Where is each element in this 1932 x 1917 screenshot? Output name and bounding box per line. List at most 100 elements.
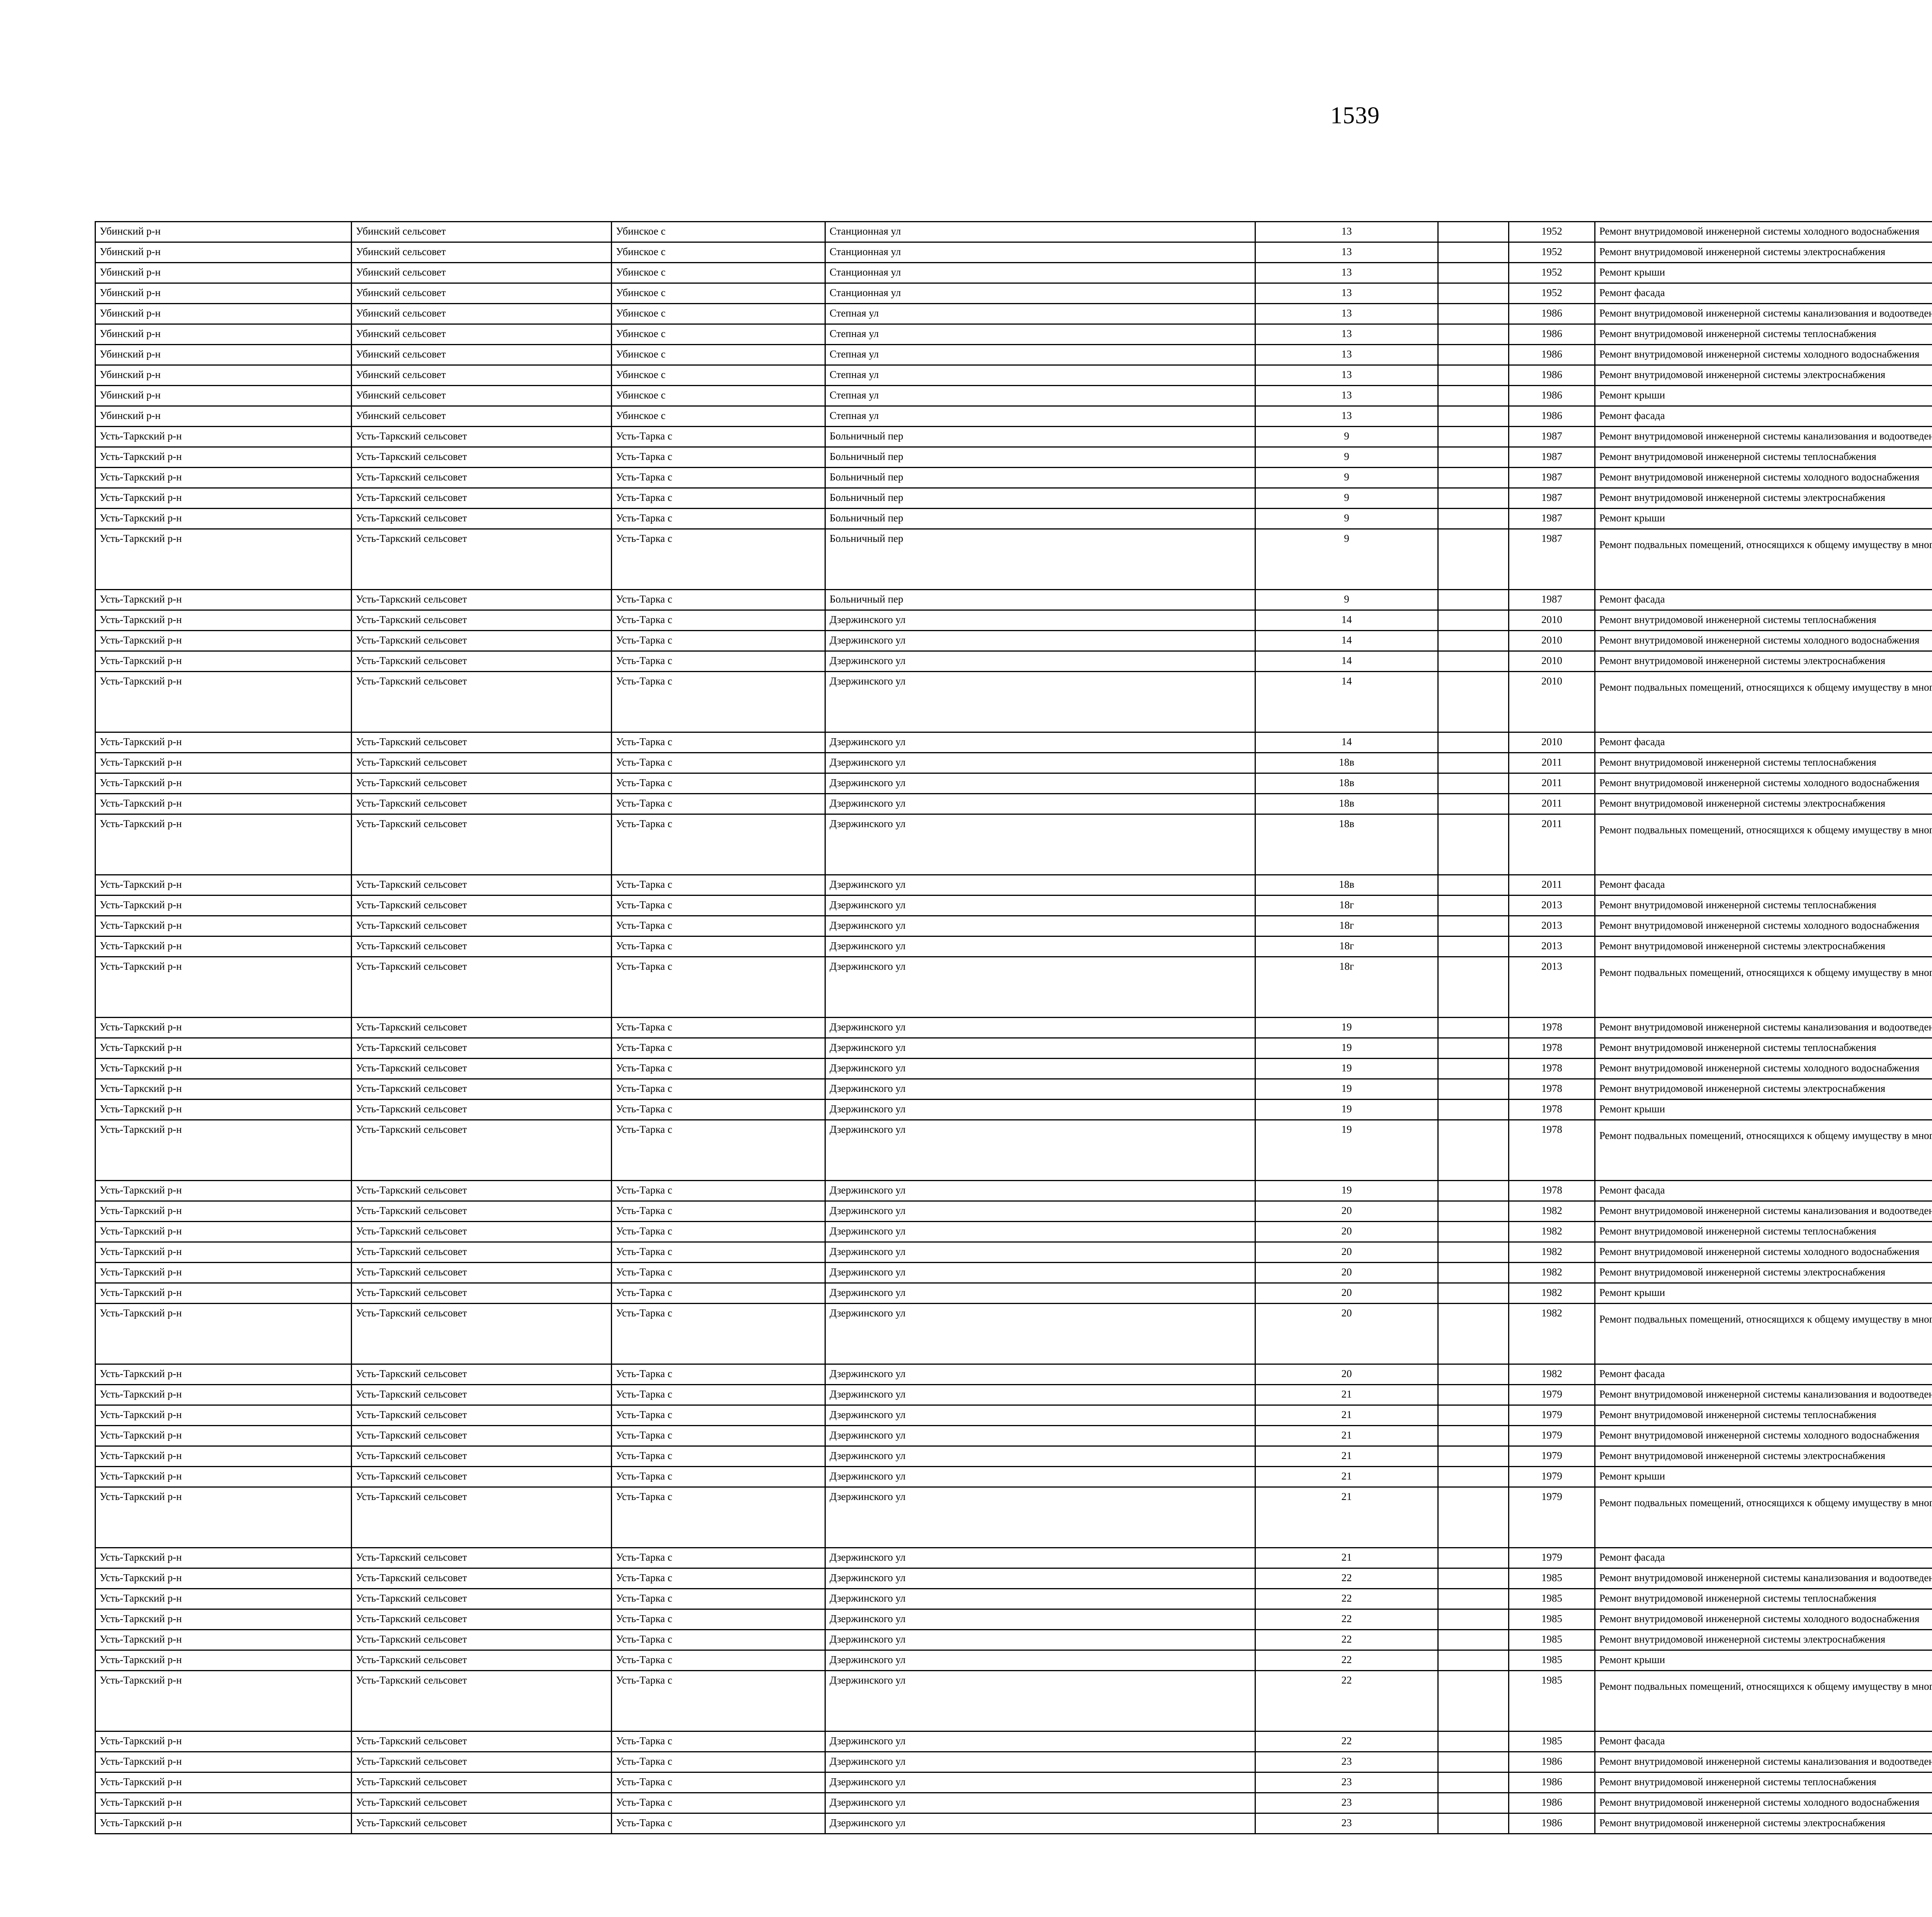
cell-street: Дзержинского ул: [825, 1772, 1256, 1793]
cell-house-number: 9: [1255, 426, 1439, 448]
cell-build-year: 1985: [1508, 1650, 1595, 1671]
table-row: Усть-Таркский р-н Усть-Таркский сельсовет…: [95, 1241, 1932, 1263]
cell-locality: Усть-Тарка с: [611, 936, 826, 957]
cell-street: Дзержинского ул: [825, 1486, 1256, 1548]
cell-blank: [1437, 1303, 1509, 1365]
cell-work-type: Ремонт фасада: [1594, 1731, 1932, 1752]
table-row: Убинский р-н Убинский сельсовет Убинское с…: [95, 344, 1932, 366]
cell-street: Дзержинского ул: [825, 1099, 1256, 1120]
cell-district: Усть-Таркский р-н: [95, 1364, 352, 1385]
cell-work-type: Ремонт крыши: [1594, 1282, 1932, 1304]
cell-street: Дзержинского ул: [825, 1282, 1256, 1304]
cell-settlement-council: Усть-Таркский сельсовет: [351, 1282, 612, 1304]
cell-work-type: Ремонт подвальных помещений, относящихся…: [1594, 956, 1932, 1018]
cell-settlement-council: Усть-Таркский сельсовет: [351, 1751, 612, 1773]
cell-settlement-council: Усть-Таркский сельсовет: [351, 1445, 612, 1467]
table-row: Убинский р-н Убинский сельсовет Убинское с…: [95, 303, 1932, 325]
cell-district: Усть-Таркский р-н: [95, 671, 352, 733]
cell-locality: Усть-Тарка с: [611, 1751, 826, 1773]
cell-street: Степная ул: [825, 405, 1256, 427]
cell-blank: [1437, 1445, 1509, 1467]
cell-house-number: 19: [1255, 1017, 1439, 1039]
cell-locality: Усть-Тарка с: [611, 528, 826, 590]
cell-locality: Убинское с: [611, 262, 826, 284]
cell-settlement-council: Усть-Таркский сельсовет: [351, 895, 612, 916]
cell-settlement-council: Усть-Таркский сельсовет: [351, 1119, 612, 1181]
cell-locality: Усть-Тарка с: [611, 1425, 826, 1447]
cell-build-year: 1978: [1508, 1078, 1595, 1100]
cell-house-number: 19: [1255, 1037, 1439, 1059]
cell-house-number: 22: [1255, 1670, 1439, 1732]
cell-blank: [1437, 1588, 1509, 1610]
cell-house-number: 9: [1255, 589, 1439, 611]
cell-blank: [1437, 1078, 1509, 1100]
table-row: Усть-Таркский р-н Усть-Таркский сельсовет…: [95, 1588, 1932, 1610]
cell-district: Усть-Таркский р-н: [95, 1262, 352, 1284]
cell-blank: [1437, 936, 1509, 957]
cell-street: Дзержинского ул: [825, 1058, 1256, 1079]
cell-district: Усть-Таркский р-н: [95, 1670, 352, 1732]
cell-house-number: 18г: [1255, 936, 1439, 957]
cell-house-number: 23: [1255, 1813, 1439, 1834]
cell-blank: [1437, 732, 1509, 753]
cell-blank: [1437, 814, 1509, 875]
cell-build-year: 1982: [1508, 1221, 1595, 1243]
cell-house-number: 9: [1255, 446, 1439, 468]
cell-house-number: 22: [1255, 1629, 1439, 1651]
cell-build-year: 2013: [1508, 956, 1595, 1018]
cell-build-year: 1985: [1508, 1609, 1595, 1630]
cell-build-year: 1985: [1508, 1629, 1595, 1651]
cell-district: Усть-Таркский р-н: [95, 1650, 352, 1671]
cell-locality: Усть-Тарка с: [611, 630, 826, 652]
cell-house-number: 22: [1255, 1588, 1439, 1610]
cell-district: Усть-Таркский р-н: [95, 1037, 352, 1059]
cell-district: Усть-Таркский р-н: [95, 1200, 352, 1222]
cell-blank: [1437, 1650, 1509, 1671]
cell-locality: Усть-Тарка с: [611, 752, 826, 774]
cell-work-type: Ремонт фасада: [1594, 283, 1932, 304]
cell-build-year: 1982: [1508, 1303, 1595, 1365]
cell-work-type: Ремонт внутридомовой инженерной системы …: [1594, 1058, 1932, 1079]
cell-work-type: Ремонт фасада: [1594, 874, 1932, 896]
registry-table-wrapper: Убинский р-н Убинский сельсовет Убинское с…: [95, 221, 1932, 1834]
cell-district: Убинский р-н: [95, 262, 352, 284]
cell-settlement-council: Усть-Таркский сельсовет: [351, 956, 612, 1018]
cell-work-type: Ремонт внутридомовой инженерной системы …: [1594, 446, 1932, 468]
cell-locality: Усть-Тарка с: [611, 1405, 826, 1426]
cell-district: Усть-Таркский р-н: [95, 650, 352, 672]
table-row: Убинский р-н Убинский сельсовет Убинское с…: [95, 221, 1932, 243]
cell-settlement-council: Усть-Таркский сельсовет: [351, 915, 612, 937]
table-row: Усть-Таркский р-н Усть-Таркский сельсовет…: [95, 1751, 1932, 1773]
table-row: Усть-Таркский р-н Усть-Таркский сельсовет…: [95, 528, 1932, 590]
cell-build-year: 2010: [1508, 609, 1595, 631]
cell-build-year: 2011: [1508, 793, 1595, 815]
cell-locality: Усть-Тарка с: [611, 793, 826, 815]
cell-work-type: Ремонт подвальных помещений, относящихся…: [1594, 528, 1932, 590]
cell-locality: Усть-Тарка с: [611, 1200, 826, 1222]
cell-district: Усть-Таркский р-н: [95, 1099, 352, 1120]
table-row: Усть-Таркский р-н Усть-Таркский сельсовет…: [95, 1466, 1932, 1488]
cell-house-number: 21: [1255, 1425, 1439, 1447]
cell-work-type: Ремонт внутридомовой инженерной системы …: [1594, 650, 1932, 672]
cell-blank: [1437, 385, 1509, 407]
cell-settlement-council: Усть-Таркский сельсовет: [351, 1588, 612, 1610]
table-row: Усть-Таркский р-н Усть-Таркский сельсовет…: [95, 1078, 1932, 1100]
cell-build-year: 1982: [1508, 1200, 1595, 1222]
cell-blank: [1437, 1119, 1509, 1181]
cell-house-number: 22: [1255, 1731, 1439, 1752]
cell-build-year: 2010: [1508, 732, 1595, 753]
cell-build-year: 1982: [1508, 1262, 1595, 1284]
table-row: Усть-Таркский р-н Усть-Таркский сельсовет…: [95, 1609, 1932, 1630]
cell-house-number: 21: [1255, 1405, 1439, 1426]
cell-district: Усть-Таркский р-н: [95, 1568, 352, 1589]
cell-house-number: 13: [1255, 221, 1439, 243]
cell-work-type: Ремонт внутридомовой инженерной системы …: [1594, 936, 1932, 957]
cell-build-year: 1979: [1508, 1384, 1595, 1406]
cell-work-type: Ремонт крыши: [1594, 508, 1932, 529]
cell-street: Дзержинского ул: [825, 956, 1256, 1018]
cell-locality: Усть-Тарка с: [611, 895, 826, 916]
cell-work-type: Ремонт внутридомовой инженерной системы …: [1594, 1772, 1932, 1793]
cell-street: Станционная ул: [825, 283, 1256, 304]
cell-district: Усть-Таркский р-н: [95, 467, 352, 489]
cell-district: Убинский р-н: [95, 385, 352, 407]
